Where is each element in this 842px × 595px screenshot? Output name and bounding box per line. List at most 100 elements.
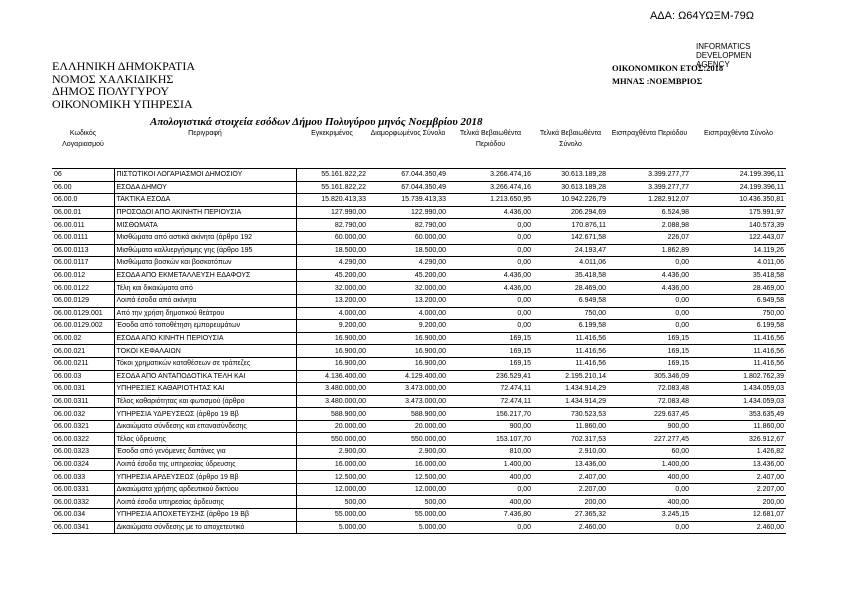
amount: 4.011,06	[691, 256, 786, 270]
amount: 16.900,00	[296, 357, 368, 371]
table-row: 06.00.0129 Λοιπά έσοδα από ακίνητα 13.200,…	[52, 294, 786, 308]
table-row: 06.00.034 ΥΠΗΡΕΣΙΑ ΑΠΟΧΕΤΕΥΣΗΣ (άρθρο 19 …	[52, 508, 786, 522]
amount: 14.119,26	[691, 244, 786, 258]
table-row: 06.00.0211 Τόκοι χρηματικών καταθέσεων σε…	[52, 357, 786, 371]
amount: 900,00	[608, 420, 691, 434]
table-row: 06.00.0331 Δικαιώματα χρήσης αρδευτικού δ…	[52, 483, 786, 497]
amount: 229.637,45	[608, 407, 691, 421]
description: Τέλος ύδρευσης	[113, 432, 297, 447]
amount: 400,00	[608, 470, 691, 484]
amount: 1.434.914,29	[533, 382, 608, 396]
amount: 2.088,98	[608, 218, 691, 232]
description: ΕΣΟΔΑ ΑΠΟ ΕΚΜΕΤΑΛΛΕΥΣΗ ΕΔΑΦΟΥΣ	[113, 269, 297, 283]
stamp-line: DEVELOPMEN	[696, 51, 752, 60]
account-code: 06.00.0129.002	[52, 319, 114, 333]
amount: 2.207,00	[691, 483, 786, 497]
table-row: 06.00.0 ΤΑΚΤΙΚΑ ΕΣΟΔΑ 15.820.413,33 15.739.…	[52, 193, 786, 207]
amount: 200,00	[533, 495, 608, 510]
amount: 2.195.210,14	[533, 370, 608, 384]
amount: 60,00	[608, 445, 691, 459]
amount: 0,00	[608, 256, 691, 270]
amount: 2.900,00	[368, 445, 448, 459]
amount: 0,00	[448, 244, 533, 258]
amount: 1.862,89	[608, 244, 691, 258]
table-row: 06.00.0332 Λοιπά έσοδα υπηρεσίας άρδευσης…	[52, 495, 786, 510]
amount: 35.418,58	[533, 269, 608, 283]
account-code: 06.00.0111	[52, 231, 114, 245]
amount: 45.200,00	[368, 269, 448, 283]
amount: 4.436,00	[448, 269, 533, 283]
stamp-line: AGENCY	[696, 60, 730, 69]
amount: 60.000,00	[296, 231, 368, 245]
amount: 55.161.822,22	[296, 168, 368, 182]
revenue-table: Κωδικός Λογαριασμού Περιγραφή Εγκεκριμένος…	[52, 128, 786, 535]
table-row: 06.00.021 ΤΟΚΟΙ ΚΕΦΑΛΑΙΩΝ 16.900,00 16.900,…	[52, 344, 786, 358]
description: Δικαιώματα χρήσης αρδευτικού δικτύου	[113, 483, 297, 497]
account-code: 06.00.032	[52, 407, 114, 421]
table-row: 06.00.0113 Μισθώματα καλλιεργήσιμης γης (…	[52, 244, 786, 258]
amount: 0,00	[448, 218, 533, 232]
amount: 1.213.650,95	[448, 193, 533, 207]
amount: 3.266.474,16	[448, 168, 533, 182]
description: ΕΣΟΔΑ ΔΗΜΟΥ	[113, 181, 297, 195]
description: ΤΟΚΟΙ ΚΕΦΑΛΑΙΩΝ	[113, 344, 297, 358]
account-code: 06.00.0117	[52, 256, 114, 270]
amount: 20.000,00	[296, 420, 368, 434]
amount: 0,00	[608, 294, 691, 308]
amount: 16.900,00	[368, 344, 448, 358]
header-line: ΝΟΜΟΣ ΧΑΛΚΙΔΙΚΗΣ	[52, 71, 174, 86]
description: ΕΣΟΔΑ ΑΠΟ ΑΝΤΑΠΟΔΟΤΙΚΑ ΤΕΛΗ ΚΑΙ	[113, 370, 297, 384]
amount: 11.416,56	[691, 357, 786, 371]
amount: 24.199.396,11	[691, 168, 786, 182]
amount: 30.613.189,28	[533, 168, 608, 182]
amount: 236.529,41	[448, 370, 533, 384]
amount: 28.469,00	[691, 281, 786, 295]
amount: 16.900,00	[368, 332, 448, 346]
report-title: Απολογιστικά στοιχεία εσόδων Δήμου Πολυγ…	[150, 116, 483, 128]
amount: 27.365,32	[533, 508, 608, 522]
description: Λοιπά έσοδα της υπηρεσίας ύδρευσης	[113, 458, 297, 472]
amount: 169,15	[448, 332, 533, 346]
amount: 4.436,00	[448, 281, 533, 295]
table-row: 06.00.0322 Τέλος ύδρευσης 550.000,00 550.00…	[52, 432, 786, 447]
account-code: 06.00.03	[52, 370, 114, 384]
table-row: 06.00.0129.001 Από την χρήση δημοτικού θε…	[52, 307, 786, 321]
amount: 900,00	[448, 420, 533, 434]
amount: 588.900,00	[368, 407, 448, 421]
amount: 127.990,00	[296, 206, 368, 220]
amount: 6.199,58	[691, 319, 786, 333]
amount: 227.277,45	[608, 432, 691, 447]
column-header: Τελικά Βεβαιωθέντα Σύνολο	[533, 128, 608, 169]
description: ΤΑΚΤΙΚΑ ΕΣΟΔΑ	[113, 193, 297, 207]
table-row: 06.00.02 ΕΣΟΔΑ ΑΠΟ ΚΙΝΗΤΗ ΠΕΡΙΟΥΣΙΑ 16.900…	[52, 332, 786, 346]
amount: 2.407,00	[533, 470, 608, 484]
amount: 1.434.914,29	[533, 395, 608, 409]
table-row: 06.00.03 ΕΣΟΔΑ ΑΠΟ ΑΝΤΑΠΟΔΟΤΙΚΑ ΤΕΛΗ ΚΑΙ 4…	[52, 370, 786, 384]
amount: 3.399.277,77	[608, 181, 691, 195]
amount: 4.436,00	[448, 206, 533, 220]
description: Έσοδα από γενόμενες δαπάνες για	[113, 445, 297, 459]
account-code: 06.00.0324	[52, 458, 114, 472]
amount: 67.044.350,49	[368, 168, 448, 182]
amount: 0,00	[608, 483, 691, 497]
column-header: Εγκεκριμένος	[296, 128, 368, 169]
account-code: 06.00.0211	[52, 357, 114, 371]
table-row: 06.00.0117 Μισθώματα βοσκών και βοσκοτόπω…	[52, 256, 786, 270]
header-right: ΟΙΚΟΝΟΜΙΚΟΝ ΕΤΟΣ:2018 ΜΗΝΑΣ :ΝΟΕΜΒΡΙΟΣ	[612, 62, 723, 88]
amount: 12.500,00	[368, 470, 448, 484]
amount: 169,15	[608, 344, 691, 358]
amount: 20.000,00	[368, 420, 448, 434]
amount: 550.000,00	[296, 432, 368, 447]
amount: 1.434.059,03	[691, 395, 786, 409]
amount: 55.000,00	[368, 508, 448, 522]
description: Δικαιώματα σύνδεσης με το αποχετευτικό	[113, 521, 297, 535]
description: ΥΠΗΡΕΣΙΕΣ ΚΑΘΑΡΙΟΤΗΤΑΣ ΚΑΙ	[113, 382, 297, 396]
account-code: 06.00.0113	[52, 244, 114, 258]
table-row: 06.00.0111 Μισθώματα από αστικά ακίνητα (…	[52, 231, 786, 245]
description: Δικαιώματα σύνδεσης και επανασύνδεσης	[113, 420, 297, 434]
description: Λοιπά έσοδα υπηρεσίας άρδευσης	[113, 495, 297, 510]
amount: 15.820.413,33	[296, 193, 368, 207]
description: ΠΡΟΣΟΔΟΙ ΑΠΟ ΑΚΙΝΗΤΗ ΠΕΡΙΟΥΣΙΑ	[113, 206, 297, 220]
amount: 750,00	[533, 307, 608, 321]
account-code: 06.00.0129	[52, 294, 114, 308]
